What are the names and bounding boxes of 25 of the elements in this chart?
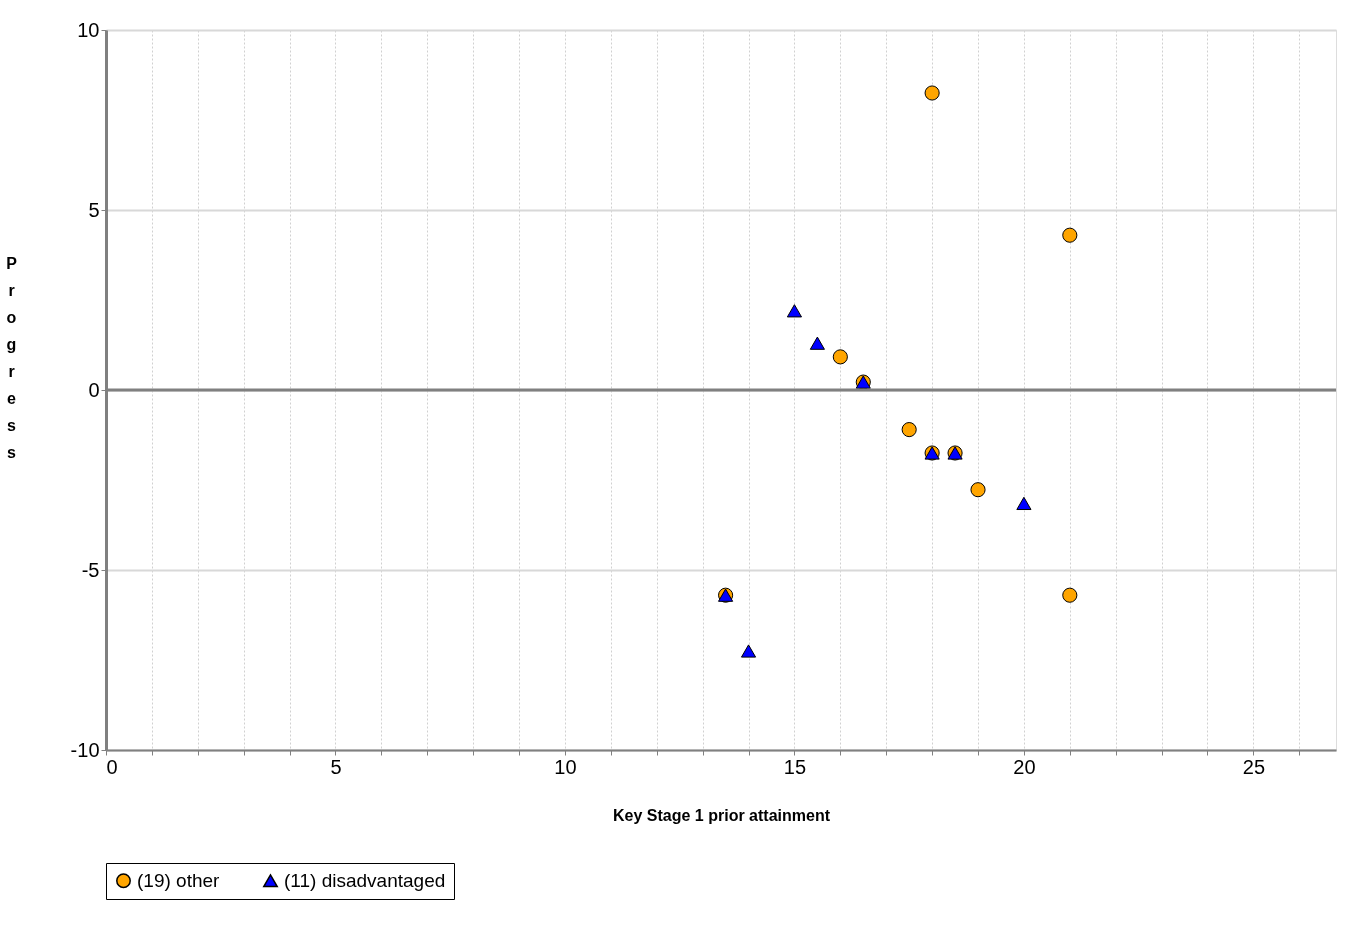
point xyxy=(1062,227,1078,243)
y-tick-label: -5 xyxy=(81,558,100,581)
y-tick-label: 5 xyxy=(88,198,100,221)
point xyxy=(970,482,986,498)
legend-label: (11) disadvantaged xyxy=(284,869,446,891)
x-tick-label: 0 xyxy=(106,755,118,778)
y-tick-label: 10 xyxy=(77,18,100,41)
x-tick-label: 10 xyxy=(554,755,577,778)
y-tick-label: 0 xyxy=(88,378,100,401)
point xyxy=(786,304,802,318)
legend-label: (19) other xyxy=(137,869,221,891)
x-tick-label: 5 xyxy=(330,755,342,778)
x-tick-label: 15 xyxy=(783,755,807,778)
point xyxy=(832,349,848,365)
point xyxy=(901,422,917,438)
point xyxy=(740,644,757,658)
point xyxy=(809,336,825,350)
x-axis-title: Key Stage 1 prior attainment xyxy=(613,806,831,824)
x-tick-label: 25 xyxy=(1242,755,1266,778)
point xyxy=(924,85,940,101)
point xyxy=(1016,496,1032,511)
y-axis-title: Progress xyxy=(6,254,18,461)
point xyxy=(1062,587,1078,603)
x-tick-label: 20 xyxy=(1013,755,1036,778)
y-tick-label: -10 xyxy=(70,738,100,761)
